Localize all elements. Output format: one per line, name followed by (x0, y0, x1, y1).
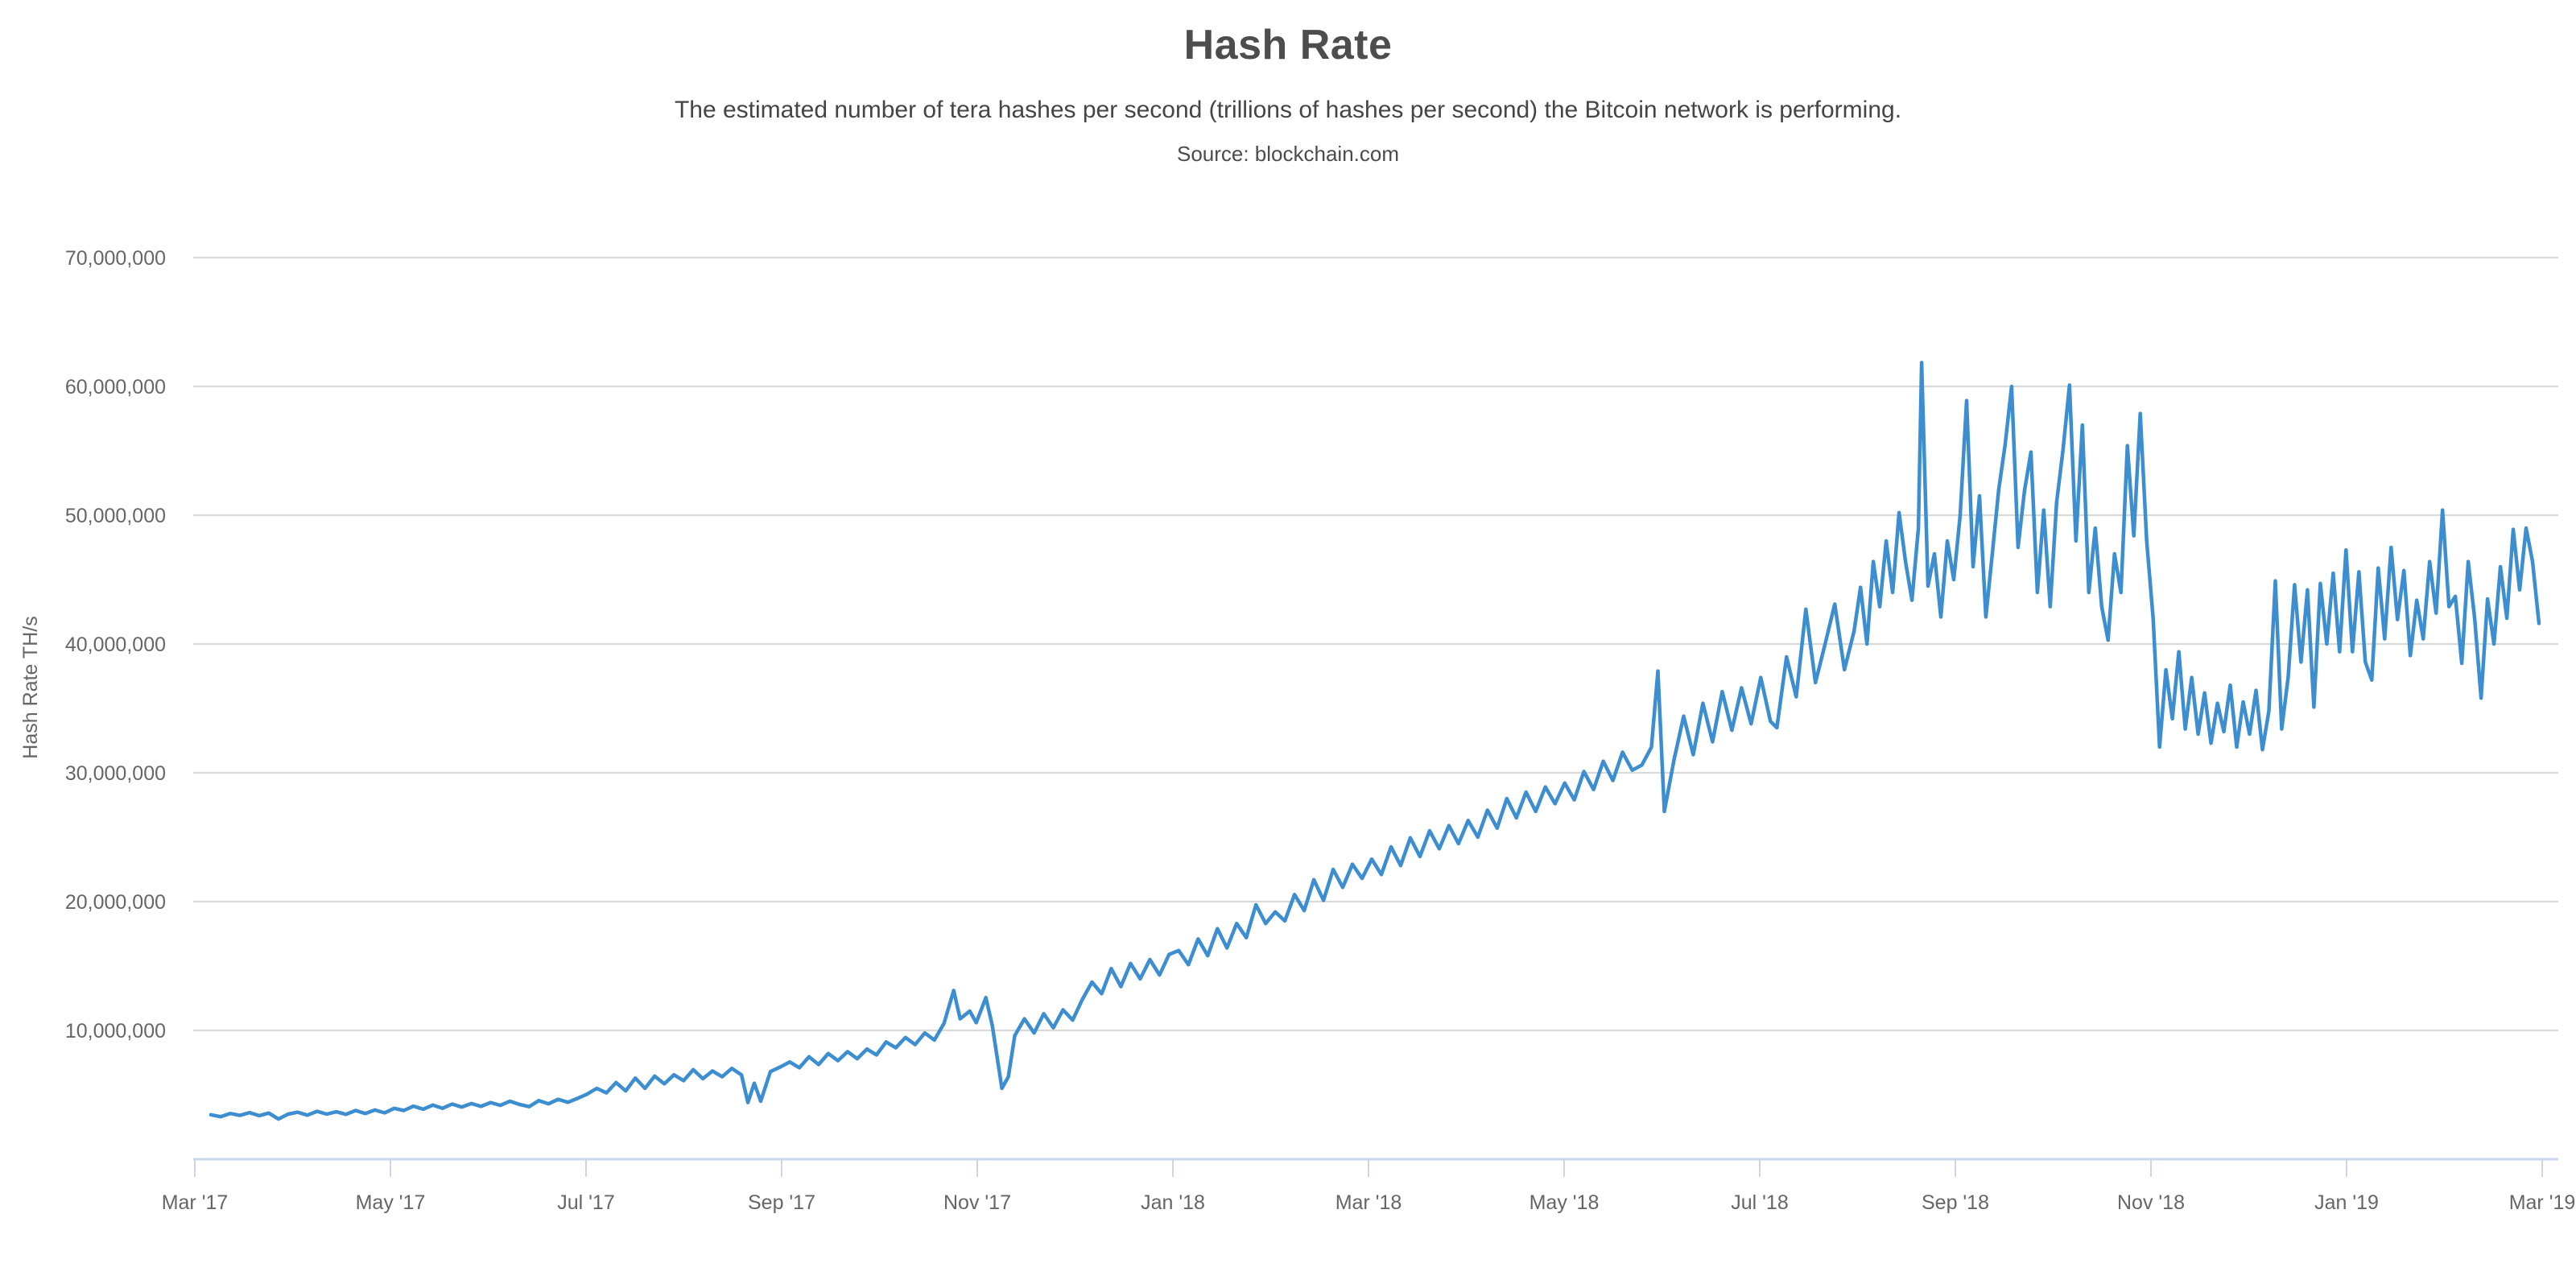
x-tick-label: Sep '17 (748, 1191, 815, 1214)
x-tick-label: Mar '18 (1335, 1191, 1402, 1214)
hashrate-series-line[interactable] (208, 361, 2541, 1121)
y-gridlines (193, 257, 2558, 1031)
x-tick-label: May '17 (356, 1191, 426, 1214)
x-tick-label: Mar '17 (162, 1191, 229, 1214)
y-tick-label: 60,000,000 (65, 376, 166, 398)
y-tick-label: 20,000,000 (65, 891, 166, 914)
chart-header: Hash Rate The estimated number of tera h… (0, 0, 2576, 167)
y-tick-label: 50,000,000 (65, 505, 166, 527)
chart-source: Source: blockchain.com (1176, 142, 1400, 166)
x-tick-label: Mar '19 (2509, 1191, 2576, 1214)
x-tick-label: Nov '18 (2117, 1191, 2185, 1214)
y-tick-label: 10,000,000 (65, 1020, 166, 1042)
y-axis-labels: 10,000,000 20,000,000 30,000,000 40,000,000… (65, 247, 166, 1042)
x-axis (193, 1158, 2558, 1177)
y-tick-label: 30,000,000 (65, 762, 166, 785)
x-tick-label: Sep '18 (1922, 1191, 1989, 1214)
x-tick-label: May '18 (1530, 1191, 1600, 1214)
x-tick-label: Jul '18 (1731, 1191, 1788, 1214)
x-axis-labels: Mar '17 May '17 Jul '17 Sep '17 Nov '17 Jan '… (162, 1191, 2576, 1214)
chart-title: Hash Rate (1183, 22, 1393, 68)
x-tick-label: Jan '19 (2314, 1191, 2379, 1214)
x-tick-label: Nov '17 (943, 1191, 1011, 1214)
y-axis-title: Hash Rate TH/s (19, 616, 42, 758)
y-tick-label: 40,000,000 (65, 634, 166, 656)
y-tick-label: 70,000,000 (65, 247, 166, 270)
x-tick-label: Jan '18 (1141, 1191, 1205, 1214)
x-tick-label: Jul '17 (557, 1191, 614, 1214)
chart-subtitle: The estimated number of tera hashes per … (674, 97, 1902, 123)
